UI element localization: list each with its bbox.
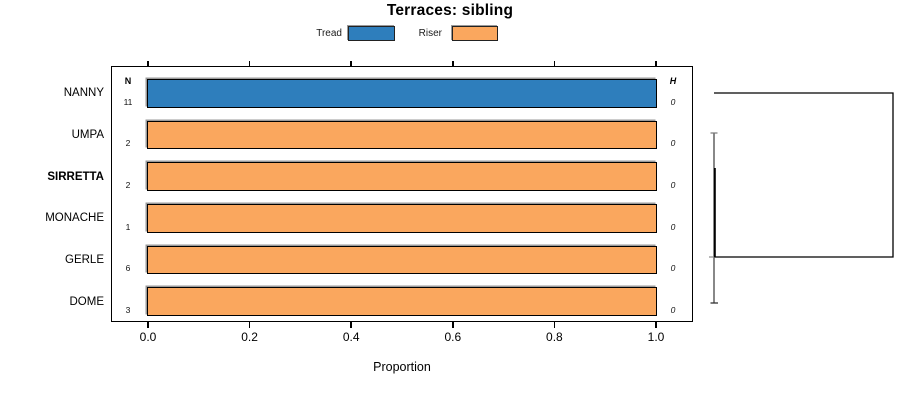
axis-tick bbox=[655, 60, 657, 67]
category-label-nanny: NANNY bbox=[63, 87, 104, 99]
bar-gerle bbox=[146, 245, 657, 275]
category-label-gerle: GERLE bbox=[65, 254, 104, 266]
axis-tick bbox=[655, 322, 657, 328]
dendrogram bbox=[709, 92, 894, 304]
legend-label-riser: Riser bbox=[418, 28, 442, 39]
plot-box bbox=[111, 66, 693, 322]
axis-tick bbox=[452, 60, 454, 67]
axis-tick-label: 0.6 bbox=[444, 330, 462, 344]
axis-tick-label: 0.8 bbox=[546, 330, 563, 344]
chart-title: Terraces: sibling bbox=[386, 2, 514, 19]
axis-tick bbox=[147, 322, 149, 328]
h-value: 0 bbox=[670, 138, 676, 148]
h-value: 0 bbox=[670, 96, 676, 107]
n-value: 11 bbox=[123, 96, 133, 107]
axis-tick-label: 1.0 bbox=[647, 330, 665, 344]
axis-tick-label: 0.0 bbox=[139, 330, 157, 344]
legend-label-tread: Tread bbox=[316, 28, 342, 39]
axis-tick bbox=[248, 60, 251, 67]
bar-sirretta bbox=[146, 162, 657, 191]
category-label-sirretta: SIRRETTA bbox=[47, 170, 104, 183]
h-value: 0 bbox=[670, 180, 676, 190]
x-axis-title: Proportion bbox=[373, 360, 431, 374]
n-value: 2 bbox=[125, 138, 131, 148]
axis-tick bbox=[452, 322, 454, 328]
n-value: 3 bbox=[125, 305, 131, 315]
category-label-dome: DOME bbox=[69, 295, 105, 308]
axis-tick bbox=[553, 60, 556, 67]
bar-dome bbox=[146, 287, 657, 316]
axis-tick-label: 0.2 bbox=[241, 330, 258, 344]
axis-tick bbox=[147, 60, 149, 67]
axis-tick-label: 0.4 bbox=[342, 330, 360, 344]
legend-swatch-tread bbox=[348, 26, 395, 41]
axis-tick bbox=[553, 322, 556, 328]
n-value: 1 bbox=[125, 221, 131, 232]
h-value: 0 bbox=[670, 221, 676, 232]
h-value: 0 bbox=[670, 263, 676, 273]
n-column-header: N bbox=[124, 76, 132, 86]
axis-tick bbox=[248, 322, 251, 328]
category-label-monache: MONACHE bbox=[45, 212, 104, 225]
legend-swatch-riser bbox=[452, 26, 498, 41]
h-column-header: H bbox=[669, 76, 677, 86]
bar-nanny bbox=[146, 79, 657, 108]
h-value: 0 bbox=[670, 305, 676, 315]
n-value: 6 bbox=[125, 263, 131, 273]
axis-tick bbox=[350, 60, 352, 67]
axis-tick bbox=[350, 322, 352, 328]
n-value: 2 bbox=[125, 180, 131, 190]
bar-monache bbox=[146, 204, 657, 233]
category-label-umpa: UMPA bbox=[71, 129, 104, 141]
bar-umpa bbox=[146, 120, 657, 150]
